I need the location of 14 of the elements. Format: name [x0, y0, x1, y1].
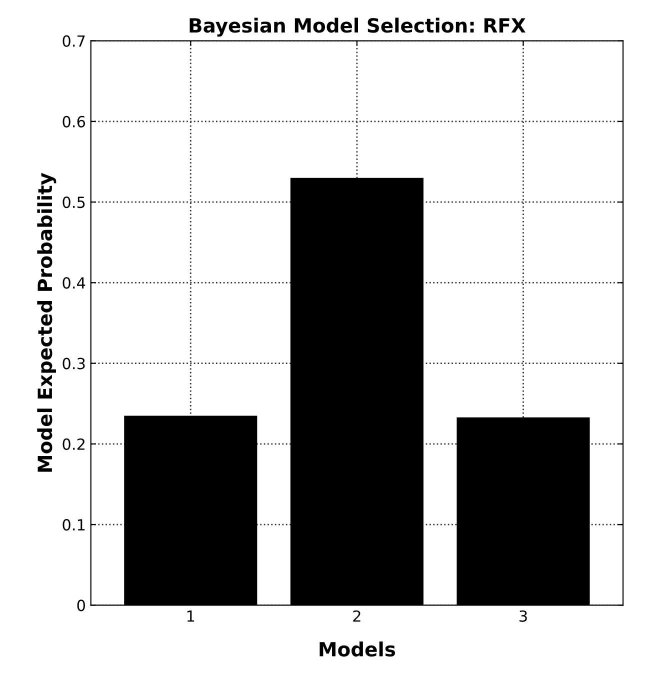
- y-tick-label: 0.4: [62, 277, 86, 289]
- x-tick-label: 2: [353, 610, 360, 622]
- x-tick-label: 3: [520, 610, 527, 622]
- x-axis-title: Models: [320, 642, 396, 657]
- y-tick-label: 0.2: [62, 438, 84, 450]
- y-tick-label: 0: [77, 600, 85, 612]
- y-tick-label: 0.6: [62, 116, 86, 128]
- y-axis-title: Model Expected Probability: [37, 172, 56, 472]
- y-tick-label: 0.7: [62, 35, 85, 47]
- chart-title: Bayesian Model Selection: RFX: [190, 18, 526, 37]
- y-tick-label: 0.3: [62, 358, 85, 370]
- y-tick-label: 0.5: [62, 196, 85, 208]
- y-tick-label: 0.1: [62, 519, 85, 531]
- x-tick-label: 1: [187, 610, 194, 622]
